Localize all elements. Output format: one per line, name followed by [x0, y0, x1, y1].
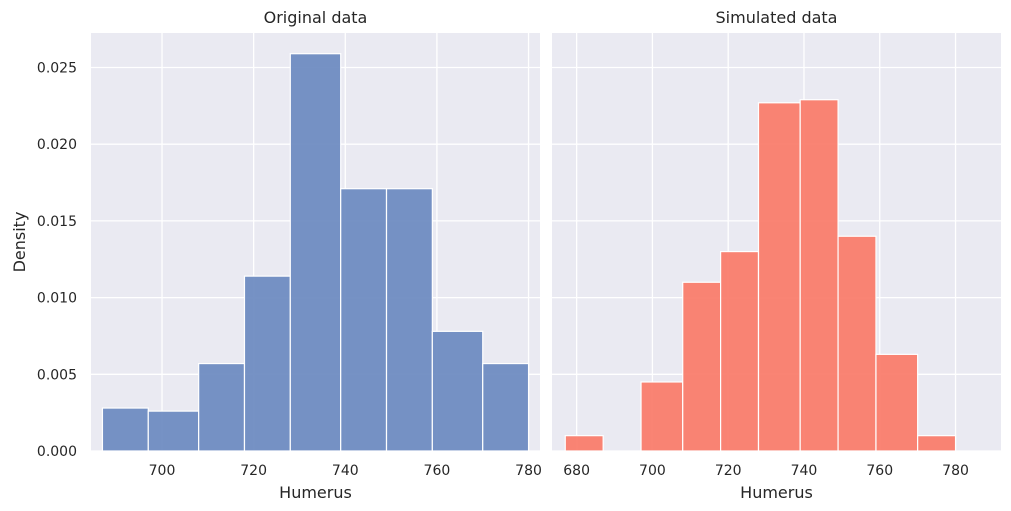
- histogram-bar: [799, 99, 839, 452]
- histogram-bar: [243, 275, 291, 452]
- y-tick-label: 0.010: [37, 291, 77, 307]
- y-tick-label: 0.015: [37, 214, 77, 230]
- x-tick-label: 740: [332, 463, 359, 479]
- x-tick-label: 760: [866, 463, 893, 479]
- histogram-bar: [837, 235, 877, 452]
- y-tick-label: 0.005: [37, 367, 77, 383]
- histogram-bar: [289, 53, 342, 452]
- histogram-bar: [385, 188, 433, 452]
- x-tick-label: 680: [563, 463, 590, 479]
- x-tick-label: 760: [424, 463, 451, 479]
- x-axis-label: Humerus: [740, 483, 813, 502]
- histogram-bar: [682, 281, 722, 452]
- y-tick-label: 0.000: [37, 444, 77, 460]
- chart-panel-2: 680 700 720 740 760 780 Simulated data Humerus: [552, 8, 1001, 502]
- histogram-bar: [757, 102, 801, 452]
- histogram-bar: [431, 330, 484, 452]
- x-axis-label: Humerus: [279, 483, 352, 502]
- chart-title: Simulated data: [716, 8, 838, 27]
- y-tick-label: 0.025: [37, 61, 77, 77]
- x-tick-label: 780: [942, 463, 969, 479]
- chart-panel-1: 700 720 740 760 780 0.000 0.005 0.010 0.015 0.020…: [10, 8, 542, 502]
- histogram-bar: [564, 435, 604, 452]
- x-tick-label: 740: [791, 463, 818, 479]
- histogram-bar: [101, 407, 149, 452]
- x-tick-label: 780: [515, 463, 542, 479]
- x-tick-label: 700: [149, 463, 176, 479]
- histogram-bar: [482, 362, 530, 452]
- histogram-bar: [340, 188, 388, 452]
- x-tick-label: 720: [240, 463, 267, 479]
- histogram-bar: [917, 435, 957, 452]
- x-tick-label: 700: [639, 463, 666, 479]
- histogram-bar: [875, 353, 919, 452]
- histogram-bar: [198, 362, 246, 452]
- chart-title: Original data: [264, 8, 368, 27]
- y-axis-label: Density: [10, 212, 29, 273]
- x-tick-label: 720: [715, 463, 742, 479]
- histogram-bar: [640, 381, 684, 452]
- histogram-bar: [720, 250, 760, 452]
- histogram-bar: [147, 410, 200, 452]
- y-tick-label: 0.020: [37, 137, 77, 153]
